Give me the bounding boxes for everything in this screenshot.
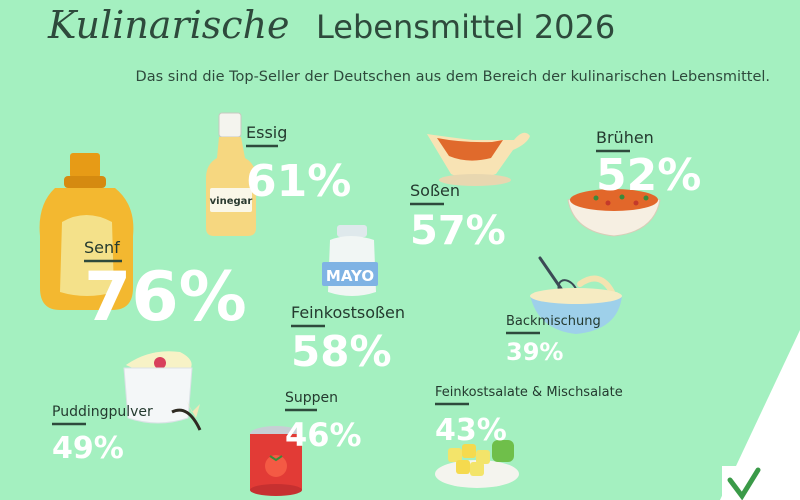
category-label: Puddingpulver bbox=[52, 404, 153, 420]
tomato-can-icon bbox=[250, 426, 302, 496]
value-label: 46% bbox=[285, 416, 362, 454]
title-script: Kulinarische bbox=[47, 3, 290, 47]
value-label: 61% bbox=[246, 156, 351, 207]
vinegar-label: vinegar bbox=[210, 196, 253, 207]
value-label: 76% bbox=[84, 258, 247, 337]
pudding-bowl-icon bbox=[123, 351, 202, 431]
item-sossen: Soßen 57% bbox=[410, 181, 506, 254]
item-suppen: Suppen 46% bbox=[285, 390, 362, 454]
checkmark-logo bbox=[722, 466, 762, 500]
value-label: 57% bbox=[410, 208, 506, 254]
category-label: Essig bbox=[246, 123, 287, 142]
whisk-bowl-icon bbox=[530, 256, 622, 334]
item-backmischung: Backmischung 39% bbox=[506, 314, 601, 366]
gravy-boat-icon bbox=[427, 132, 530, 186]
mayo-label: MAYO bbox=[326, 267, 374, 285]
vinegar-bottle-icon: vinegar bbox=[206, 112, 256, 236]
category-label: Suppen bbox=[285, 390, 338, 406]
value-label: 49% bbox=[52, 431, 124, 466]
corner-accent bbox=[720, 330, 800, 500]
mayo-jar-icon: MAYO bbox=[322, 225, 378, 296]
mustard-bottle-icon bbox=[39, 153, 134, 310]
item-feinkostsalate-mischsalate: Feinkostsalate & Mischsalate 43% bbox=[435, 385, 623, 448]
category-label: Feinkostsoßen bbox=[291, 303, 405, 322]
salad-plate-icon bbox=[435, 440, 519, 488]
value-label: 58% bbox=[291, 327, 392, 376]
category-label: Soßen bbox=[410, 181, 460, 200]
item-feinkostsossen: Feinkostsoßen 58% bbox=[291, 303, 405, 376]
item-puddingpulver: Puddingpulver 49% bbox=[52, 404, 153, 466]
value-label: 52% bbox=[596, 150, 701, 201]
value-label: 39% bbox=[506, 338, 563, 366]
category-label: Brühen bbox=[596, 128, 654, 147]
category-label: Feinkostsalate & Mischsalate bbox=[435, 385, 623, 400]
soup-bowl-icon bbox=[567, 189, 661, 237]
item-essig: Essig 61% bbox=[246, 123, 351, 207]
value-label: 43% bbox=[435, 413, 507, 448]
subtitle: Das sind die Top-Seller der Deutschen au… bbox=[136, 69, 770, 85]
item-bruehen: Brühen 52% bbox=[596, 128, 701, 201]
category-label: Backmischung bbox=[506, 314, 601, 329]
title-rest: Lebensmittel 2026 bbox=[316, 8, 615, 46]
category-label: Senf bbox=[84, 238, 120, 257]
